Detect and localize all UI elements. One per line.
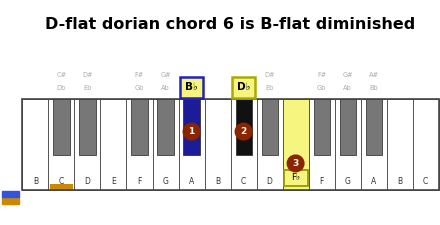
Text: Bb: Bb <box>369 85 378 91</box>
Text: C#: C# <box>56 72 66 78</box>
Text: C: C <box>423 177 428 186</box>
Bar <box>2 191 19 197</box>
Text: D#: D# <box>264 72 275 78</box>
Text: F: F <box>137 177 142 186</box>
Text: B: B <box>33 177 38 186</box>
Text: D: D <box>84 177 90 186</box>
Text: Db: Db <box>57 85 66 91</box>
Bar <box>132 99 147 155</box>
Bar <box>314 99 330 155</box>
Circle shape <box>287 155 304 172</box>
Text: 2: 2 <box>240 127 247 136</box>
Text: G: G <box>162 177 169 186</box>
Bar <box>205 99 231 190</box>
Text: D♭: D♭ <box>237 82 250 92</box>
Text: G#: G# <box>160 72 171 78</box>
Text: A#: A# <box>369 72 379 78</box>
Bar <box>2 197 19 204</box>
Text: G#: G# <box>342 72 353 78</box>
Bar <box>22 99 439 190</box>
Text: D#: D# <box>82 72 93 78</box>
Bar <box>361 99 387 190</box>
Bar <box>413 99 439 190</box>
Bar <box>153 99 179 190</box>
Bar <box>126 99 153 190</box>
Text: F: F <box>319 177 324 186</box>
Text: basicmusictheory.com: basicmusictheory.com <box>8 79 13 137</box>
Text: Ab: Ab <box>161 85 170 91</box>
Bar <box>79 99 95 155</box>
FancyBboxPatch shape <box>180 77 203 98</box>
Circle shape <box>235 123 252 140</box>
Bar <box>308 99 335 190</box>
Text: Eb: Eb <box>83 85 92 91</box>
Text: Gb: Gb <box>135 85 144 91</box>
Text: G: G <box>345 177 351 186</box>
Bar <box>257 99 282 190</box>
Bar <box>261 99 278 155</box>
Bar <box>100 99 126 190</box>
Text: F#: F# <box>135 72 144 78</box>
FancyBboxPatch shape <box>284 170 308 186</box>
Text: C: C <box>241 177 246 186</box>
Text: A: A <box>371 177 376 186</box>
Text: Gb: Gb <box>317 85 326 91</box>
Text: C: C <box>59 177 64 186</box>
Text: D: D <box>267 177 272 186</box>
Text: Eb: Eb <box>265 85 274 91</box>
Text: 3: 3 <box>293 159 299 168</box>
Bar <box>366 99 382 155</box>
Bar <box>235 99 252 155</box>
Text: F♭: F♭ <box>291 173 300 182</box>
Text: B: B <box>397 177 402 186</box>
Text: 1: 1 <box>188 127 194 136</box>
Bar <box>282 99 308 190</box>
Bar <box>387 99 413 190</box>
Bar <box>231 99 257 190</box>
Text: E: E <box>111 177 116 186</box>
Bar <box>183 99 200 155</box>
FancyBboxPatch shape <box>232 77 255 98</box>
Text: Ab: Ab <box>343 85 352 91</box>
Bar <box>335 99 361 190</box>
Bar <box>74 99 100 190</box>
Text: F#: F# <box>317 72 326 78</box>
Circle shape <box>183 123 200 140</box>
Bar <box>50 184 73 190</box>
Text: B: B <box>215 177 220 186</box>
Bar <box>179 99 205 190</box>
Text: B♭: B♭ <box>185 82 198 92</box>
Bar <box>53 99 70 155</box>
Text: D-flat dorian chord 6 is B-flat diminished: D-flat dorian chord 6 is B-flat diminish… <box>45 17 416 32</box>
Bar <box>158 99 174 155</box>
Text: A: A <box>189 177 194 186</box>
Bar <box>48 99 74 190</box>
Bar <box>22 99 48 190</box>
Bar <box>340 99 356 155</box>
